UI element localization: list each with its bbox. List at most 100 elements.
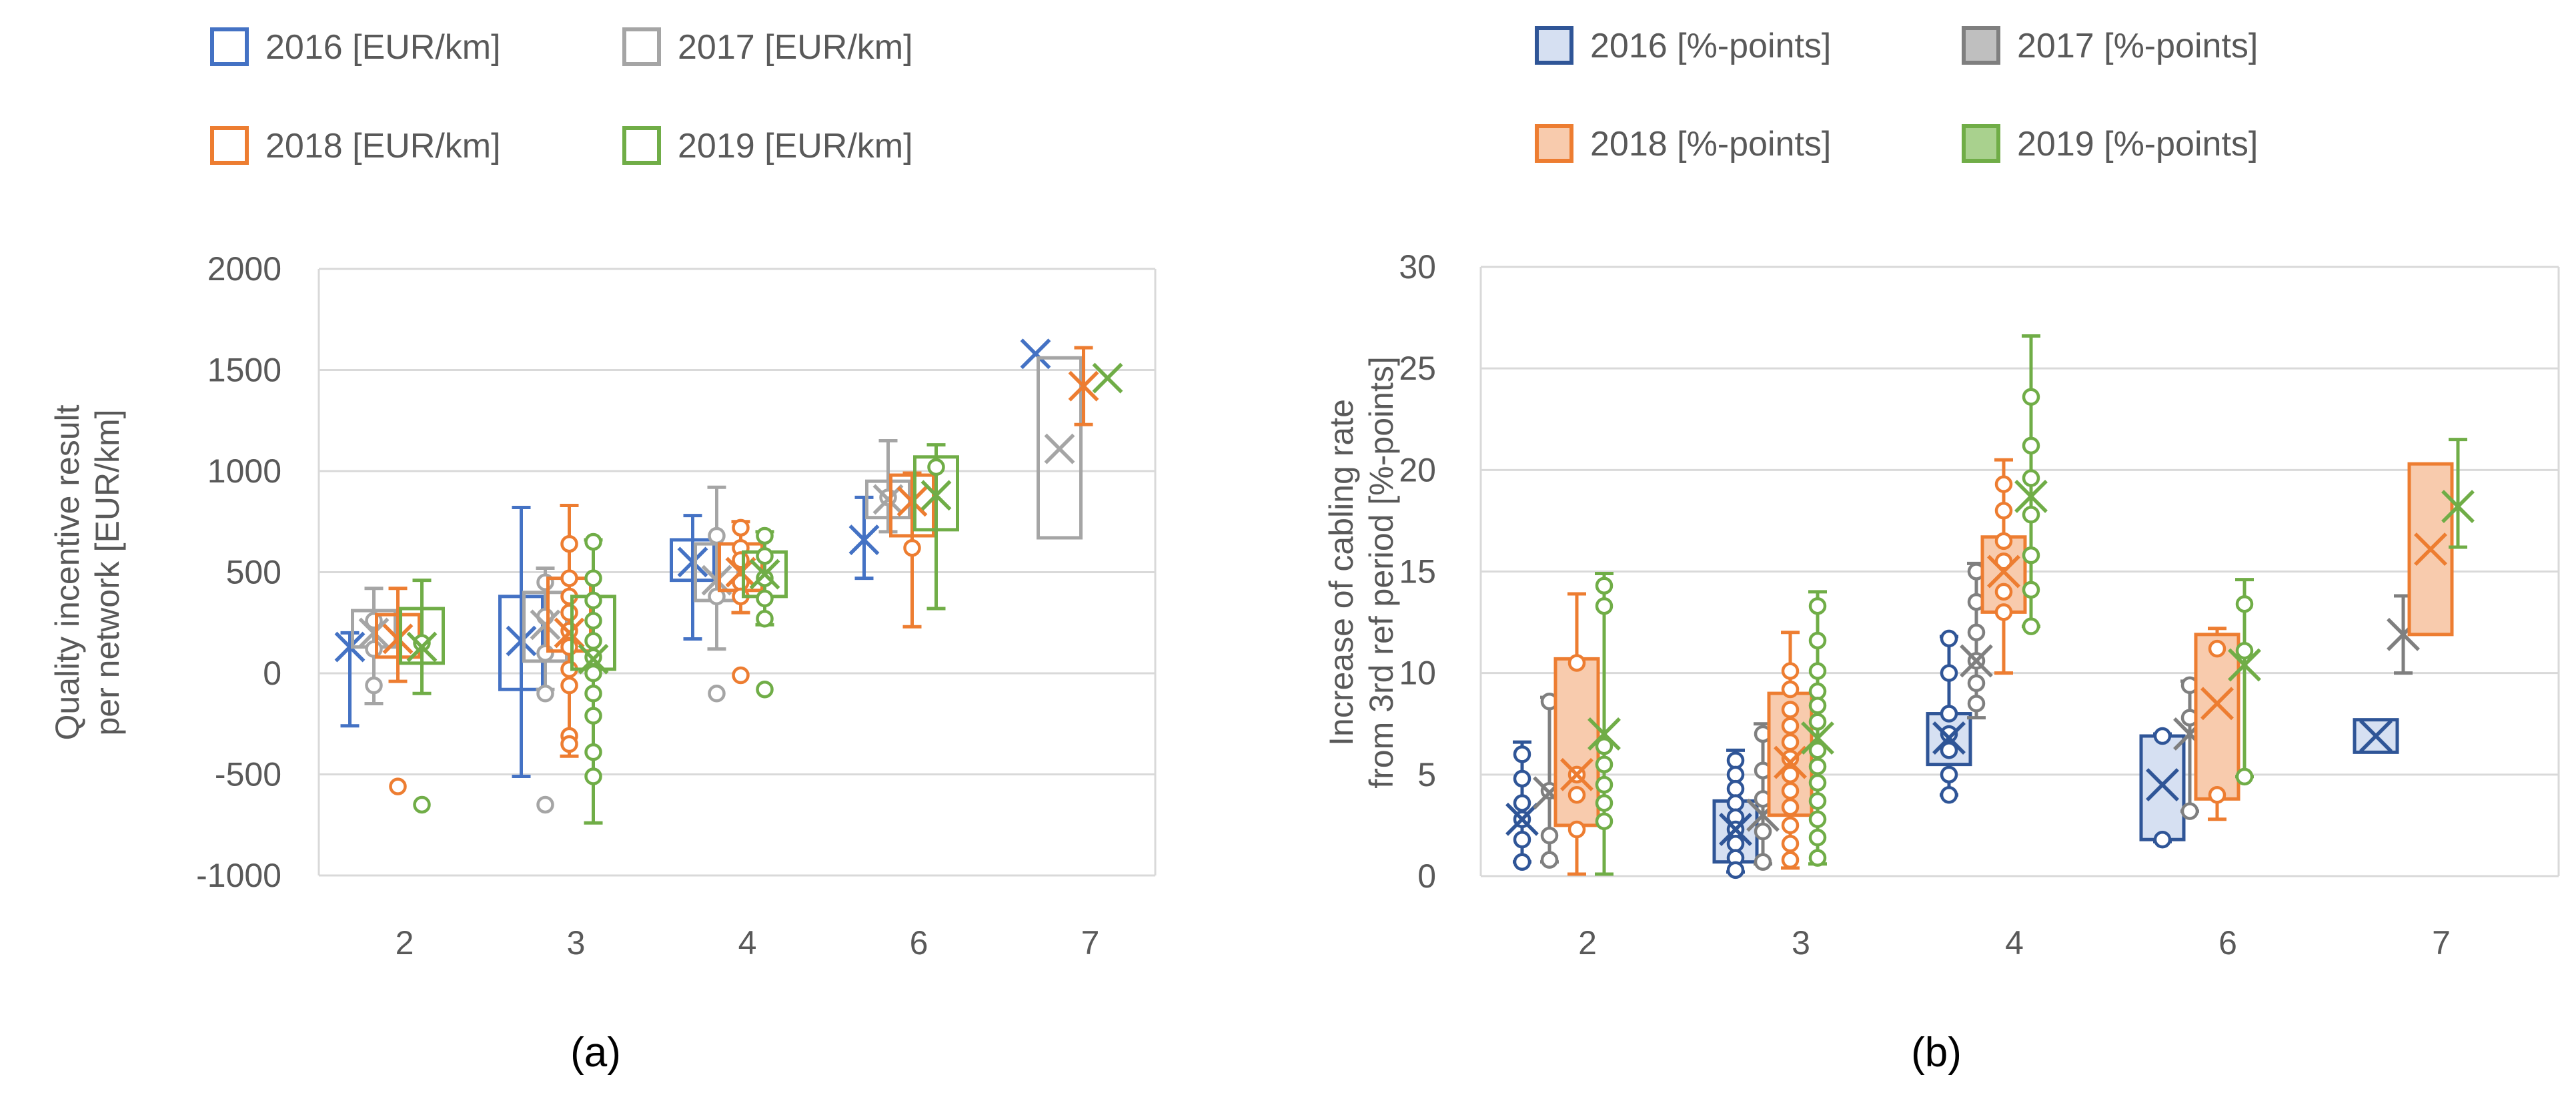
- box: [2139, 734, 2186, 841]
- data-point: [389, 777, 407, 795]
- data-point: [1808, 682, 1827, 701]
- mean-marker: [701, 565, 732, 596]
- y-axis-title-line: from 3rd ref period [%-points]: [1363, 356, 1400, 789]
- data-point: [732, 666, 750, 685]
- data-point: [2235, 595, 2254, 613]
- data-point: [1726, 861, 1745, 879]
- data-point: [1781, 816, 1800, 835]
- data-point: [1595, 794, 1614, 812]
- data-point: [1781, 781, 1800, 800]
- box-group: [1767, 631, 1814, 870]
- box-group: [2194, 627, 2240, 821]
- mean-marker: [1068, 370, 1099, 402]
- mean-marker: [872, 484, 904, 515]
- y-tick-label: 0: [1417, 857, 1436, 895]
- data-point: [1808, 597, 1827, 615]
- mean-marker: [2014, 479, 2048, 513]
- data-point: [1754, 853, 1772, 871]
- legend-label: 2017 [%-points]: [2017, 27, 2258, 65]
- y-tick-label: -1000: [196, 857, 281, 894]
- legend-swatch: [622, 27, 661, 66]
- box-group: [498, 506, 544, 779]
- data-point: [1994, 553, 2013, 571]
- data-point: [1540, 826, 1559, 845]
- y-axis-title-line: Quality incentive result: [49, 404, 86, 740]
- box-group: [1587, 572, 1621, 876]
- y-tick-label: 25: [1399, 350, 1436, 387]
- data-point: [1726, 765, 1745, 784]
- data-point: [756, 526, 774, 545]
- box-group: [570, 532, 616, 825]
- data-point: [1808, 713, 1827, 731]
- mean-marker: [1987, 555, 2020, 589]
- box: [670, 538, 716, 583]
- mean-marker: [1505, 802, 1539, 836]
- data-point: [1808, 849, 1827, 867]
- y-tick-label: -500: [215, 756, 281, 793]
- data-point: [2153, 727, 2172, 745]
- data-point: [1781, 662, 1800, 680]
- data-point: [2022, 388, 2040, 406]
- y-tick-label: 15: [1399, 553, 1436, 591]
- data-point: [756, 589, 774, 608]
- box-group: [1553, 592, 1600, 876]
- data-point: [1940, 765, 1958, 784]
- data-point: [708, 685, 726, 703]
- legend-swatch: [1962, 124, 2000, 163]
- mean-marker: [1020, 338, 1051, 370]
- data-point: [1567, 654, 1586, 672]
- data-point: [2153, 830, 2172, 849]
- data-point: [756, 547, 774, 565]
- mean-marker: [920, 480, 952, 511]
- box-group: [1505, 740, 1539, 871]
- data-point: [584, 707, 602, 725]
- data-point: [560, 676, 578, 695]
- data-point: [1595, 737, 1614, 755]
- x-tick-label: 3: [1792, 924, 1810, 962]
- box: [399, 607, 445, 665]
- box-group: [1712, 748, 1759, 879]
- legend-swatch: [622, 126, 661, 165]
- legend-label: 2019 [%-points]: [2017, 125, 2258, 163]
- data-point: [1940, 786, 1958, 804]
- data-point: [1940, 705, 1958, 723]
- data-point: [1967, 695, 1986, 713]
- data-point: [584, 767, 602, 785]
- mean-marker: [896, 486, 928, 517]
- mean-marker: [334, 631, 366, 663]
- data-point: [1781, 835, 1800, 853]
- box-group: [1020, 338, 1051, 370]
- data-point: [2180, 802, 2199, 820]
- mean-marker: [677, 546, 708, 578]
- data-point: [2022, 617, 2040, 635]
- data-point: [1781, 851, 1800, 869]
- mean-marker: [382, 623, 414, 655]
- data-point: [584, 532, 602, 551]
- y-tick-label: 5: [1417, 756, 1436, 793]
- mean-marker: [749, 559, 780, 590]
- data-point: [584, 632, 602, 650]
- data-point: [756, 680, 774, 699]
- data-point: [1994, 532, 2013, 550]
- data-point: [584, 685, 602, 703]
- legend-label: 2016 [%-points]: [1590, 27, 1831, 65]
- mean-marker: [2146, 768, 2179, 801]
- data-point: [560, 735, 578, 753]
- mean-marker: [1774, 745, 1807, 779]
- legend-label: 2019 [EUR/km]: [678, 127, 913, 165]
- x-tick-label: 4: [738, 924, 757, 962]
- data-point: [1726, 751, 1745, 769]
- data-point: [1808, 810, 1827, 829]
- y-tick-label: 0: [263, 655, 281, 692]
- box-group: [2353, 718, 2399, 754]
- data-point: [584, 664, 602, 683]
- data-point: [1808, 792, 1827, 810]
- mean-marker: [2200, 687, 2234, 721]
- data-point: [903, 538, 921, 557]
- mean-marker: [554, 617, 585, 649]
- data-point: [1513, 745, 1531, 763]
- x-tick-label: 4: [2005, 924, 2024, 962]
- data-point: [1808, 741, 1827, 759]
- data-point: [756, 609, 774, 628]
- data-point: [1994, 583, 2013, 601]
